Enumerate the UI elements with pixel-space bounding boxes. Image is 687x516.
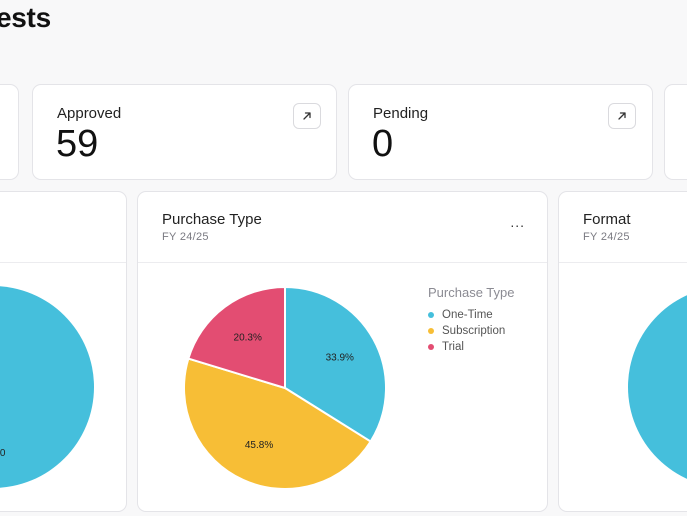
pie-slice-label: 33.9% xyxy=(326,353,354,364)
stat-label-pending: Pending xyxy=(373,105,429,122)
left-pie-slice xyxy=(0,286,94,488)
chart-subtitle: FY 24/25 xyxy=(162,231,209,243)
chart-card-partial-left: %0 xyxy=(0,191,127,512)
legend-item-subscription[interactable]: Subscription xyxy=(428,325,505,337)
format-pie-slice xyxy=(628,295,687,479)
card-divider xyxy=(138,262,547,263)
left-pie-slice-label: %0 xyxy=(0,448,6,459)
format-pie-chart xyxy=(628,295,687,479)
page-title: ests xyxy=(0,2,51,33)
pie-slice-label: 20.3% xyxy=(234,333,262,344)
legend-dot xyxy=(428,344,434,350)
open-pending-button[interactable] xyxy=(608,103,636,129)
legend-label: One-Time xyxy=(442,309,493,321)
legend-dot xyxy=(428,328,434,334)
chart-title: Purchase Type xyxy=(162,211,262,228)
legend-item-trial[interactable]: Trial xyxy=(428,341,464,353)
pie-slice-trial[interactable] xyxy=(187,285,286,390)
chart-subtitle: FY 24/25 xyxy=(583,231,630,243)
card-divider xyxy=(559,262,687,263)
legend-title: Purchase Type xyxy=(428,285,515,300)
arrow-up-right-icon xyxy=(303,112,311,120)
card-divider xyxy=(0,262,126,263)
purchase-type-card: Purchase Type FY 24/25 ... 33.9% 45.8% 20.… xyxy=(137,191,548,512)
legend-label: Trial xyxy=(442,341,464,353)
stat-card-partial-left xyxy=(0,84,19,180)
legend-label: Subscription xyxy=(442,325,506,337)
format-card: Format FY 24/25 xyxy=(558,191,687,512)
stat-card-pending: Pending 0 xyxy=(348,84,653,180)
arrow-up-right-icon xyxy=(618,112,626,120)
stat-card-approved: Approved 59 xyxy=(32,84,337,180)
legend-dot xyxy=(428,312,434,318)
left-pie-chart: %0 xyxy=(0,286,94,488)
pie-slice-subscription[interactable] xyxy=(183,357,372,490)
legend-item-one-time[interactable]: One-Time xyxy=(428,309,493,321)
stat-value-pending: 0 xyxy=(372,123,394,165)
stat-label-approved: Approved xyxy=(57,105,122,122)
chart-title: Format xyxy=(583,211,631,228)
open-approved-button[interactable] xyxy=(293,103,321,129)
stat-value-approved: 59 xyxy=(56,123,99,165)
stat-card-partial-right xyxy=(664,84,687,180)
purchase-type-pie: 33.9% 45.8% 20.3% xyxy=(183,285,387,490)
more-options-button[interactable]: ... xyxy=(510,214,525,230)
pie-slice-label: 45.8% xyxy=(245,440,273,451)
